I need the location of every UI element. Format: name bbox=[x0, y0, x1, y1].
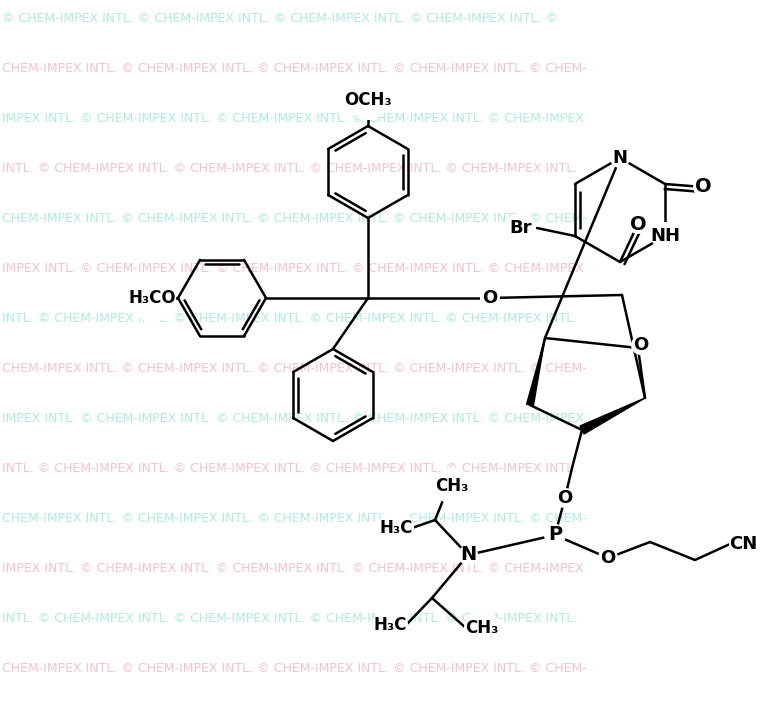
Text: N: N bbox=[612, 149, 628, 167]
Circle shape bbox=[464, 610, 500, 646]
Text: P: P bbox=[548, 525, 562, 544]
Polygon shape bbox=[526, 338, 545, 406]
Circle shape bbox=[372, 607, 408, 643]
Text: CH₃: CH₃ bbox=[465, 619, 498, 637]
Text: INTL. © CHEM-IMPEX INTL. © CHEM-IMPEX INTL. © CHEM-IMPEX INTL. © CHEM-IMPEX INTL: INTL. © CHEM-IMPEX INTL. © CHEM-IMPEX IN… bbox=[2, 611, 577, 625]
Text: CHEM-IMPEX INTL. © CHEM-IMPEX INTL. © CHEM-IMPEX INTL. © CHEM-IMPEX INTL. © CHEM: CHEM-IMPEX INTL. © CHEM-IMPEX INTL. © CH… bbox=[2, 61, 587, 75]
Text: H₃C: H₃C bbox=[379, 519, 413, 537]
Text: CHEM-IMPEX INTL. © CHEM-IMPEX INTL. © CHEM-IMPEX INTL. © CHEM-IMPEX INTL. © CHEM: CHEM-IMPEX INTL. © CHEM-IMPEX INTL. © CH… bbox=[2, 361, 587, 374]
Text: H₃CO: H₃CO bbox=[128, 289, 176, 307]
Text: O: O bbox=[633, 336, 649, 354]
Text: CH₃: CH₃ bbox=[435, 477, 469, 495]
Circle shape bbox=[631, 335, 651, 355]
Circle shape bbox=[128, 274, 176, 322]
Circle shape bbox=[434, 468, 470, 504]
Text: IMPEX INTL. © CHEM-IMPEX INTL. © CHEM-IMPEX INTL. © CHEM-IMPEX INTL. © CHEM-IMPE: IMPEX INTL. © CHEM-IMPEX INTL. © CHEM-IM… bbox=[2, 412, 584, 424]
Text: IMPEX INTL. © CHEM-IMPEX INTL. © CHEM-IMPEX INTL. © CHEM-IMPEX INTL. © CHEM-IMPE: IMPEX INTL. © CHEM-IMPEX INTL. © CHEM-IM… bbox=[2, 561, 584, 575]
Text: Br: Br bbox=[510, 219, 533, 237]
Text: CHEM-IMPEX INTL. © CHEM-IMPEX INTL. © CHEM-IMPEX INTL. © CHEM-IMPEX INTL. © CHEM: CHEM-IMPEX INTL. © CHEM-IMPEX INTL. © CH… bbox=[2, 662, 587, 674]
Circle shape bbox=[458, 545, 478, 565]
Polygon shape bbox=[580, 398, 645, 434]
Text: CHEM-IMPEX INTL. © CHEM-IMPEX INTL. © CHEM-IMPEX INTL. © CHEM-IMPEX INTL. © CHEM: CHEM-IMPEX INTL. © CHEM-IMPEX INTL. © CH… bbox=[2, 512, 587, 525]
Circle shape bbox=[651, 222, 679, 250]
Text: O: O bbox=[695, 177, 711, 196]
Text: CHEM-IMPEX INTL. © CHEM-IMPEX INTL. © CHEM-IMPEX INTL. © CHEM-IMPEX INTL. © CHEM: CHEM-IMPEX INTL. © CHEM-IMPEX INTL. © CH… bbox=[2, 212, 587, 225]
Circle shape bbox=[480, 288, 500, 308]
Text: CN: CN bbox=[729, 535, 757, 553]
Circle shape bbox=[378, 510, 414, 546]
Text: INTL. © CHEM-IMPEX INTL. © CHEM-IMPEX INTL. © CHEM-IMPEX INTL. © CHEM-IMPEX INTL: INTL. © CHEM-IMPEX INTL. © CHEM-IMPEX IN… bbox=[2, 162, 577, 174]
Text: NH: NH bbox=[650, 227, 680, 245]
Circle shape bbox=[729, 530, 757, 558]
Text: O: O bbox=[482, 289, 498, 307]
Text: O: O bbox=[557, 489, 573, 507]
Circle shape bbox=[506, 213, 536, 243]
Text: H₃C: H₃C bbox=[373, 616, 406, 634]
Text: IMPEX INTL. © CHEM-IMPEX INTL. © CHEM-IMPEX INTL. © CHEM-IMPEX INTL. © CHEM-IMPE: IMPEX INTL. © CHEM-IMPEX INTL. © CHEM-IM… bbox=[2, 261, 584, 275]
Text: OCH₃: OCH₃ bbox=[344, 91, 392, 109]
Circle shape bbox=[628, 214, 648, 234]
Text: INTL. © CHEM-IMPEX INTL. © CHEM-IMPEX INTL. © CHEM-IMPEX INTL. © CHEM-IMPEX INTL: INTL. © CHEM-IMPEX INTL. © CHEM-IMPEX IN… bbox=[2, 462, 577, 474]
Circle shape bbox=[610, 148, 630, 168]
Circle shape bbox=[348, 80, 388, 120]
Text: © CHEM-IMPEX INTL. © CHEM-IMPEX INTL. © CHEM-IMPEX INTL. © CHEM-IMPEX INTL. ©: © CHEM-IMPEX INTL. © CHEM-IMPEX INTL. © … bbox=[2, 11, 558, 25]
Text: O: O bbox=[601, 549, 615, 567]
Text: IMPEX INTL. © CHEM-IMPEX INTL. © CHEM-IMPEX INTL. © CHEM-IMPEX INTL. © CHEM-IMPE: IMPEX INTL. © CHEM-IMPEX INTL. © CHEM-IM… bbox=[2, 112, 584, 124]
Text: O: O bbox=[630, 215, 646, 234]
Circle shape bbox=[693, 177, 713, 197]
Circle shape bbox=[555, 488, 575, 508]
Text: INTL. © CHEM-IMPEX INTL. © CHEM-IMPEX INTL. © CHEM-IMPEX INTL. © CHEM-IMPEX INTL: INTL. © CHEM-IMPEX INTL. © CHEM-IMPEX IN… bbox=[2, 311, 577, 325]
Circle shape bbox=[598, 548, 618, 568]
Circle shape bbox=[544, 524, 566, 546]
Text: N: N bbox=[460, 546, 476, 565]
